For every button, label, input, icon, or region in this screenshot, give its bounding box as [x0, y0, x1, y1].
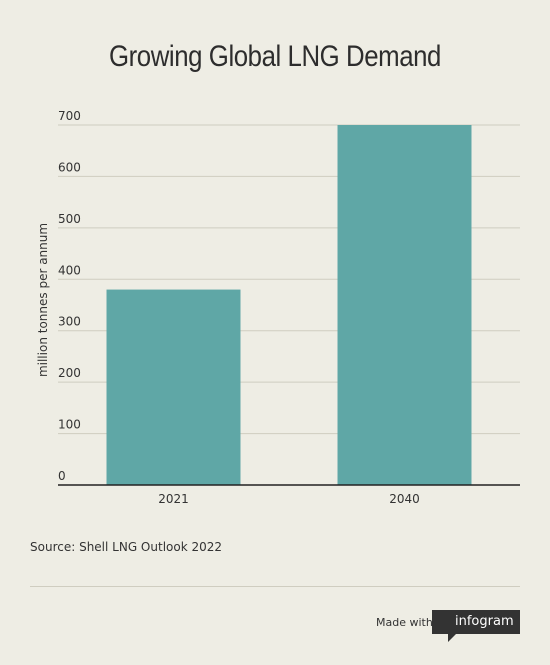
- bars: [106, 125, 472, 485]
- y-tick-label: 400: [58, 263, 81, 277]
- y-axis-label: million tonnes per annum: [36, 223, 50, 377]
- bar-2040[interactable]: [337, 125, 472, 485]
- x-tick-labels: 2021 2040: [158, 492, 420, 506]
- x-tick-label: 2021: [158, 492, 189, 506]
- bar-chart: 0 100 200 300 400 500 600 700 2021 2040 million …: [36, 109, 520, 506]
- y-tick-label: 200: [58, 366, 81, 380]
- y-tick-label: 300: [58, 315, 81, 329]
- divider: [30, 586, 520, 587]
- made-with-label: Made with: [376, 616, 433, 629]
- y-tick-label: 600: [58, 160, 81, 174]
- x-tick-label: 2040: [389, 492, 420, 506]
- y-tick-label: 700: [58, 109, 81, 123]
- y-tick-label: 0: [58, 469, 66, 483]
- bar-2021[interactable]: [106, 289, 241, 485]
- badge-shape: [432, 610, 520, 642]
- y-tick-label: 100: [58, 418, 81, 432]
- y-tick-label: 500: [58, 212, 81, 226]
- infogram-logo-text: infogram: [455, 614, 514, 629]
- source-note: Source: Shell LNG Outlook 2022: [30, 540, 223, 554]
- y-tick-labels: 0 100 200 300 400 500 600 700: [58, 109, 81, 483]
- infogram-badge[interactable]: infogram: [432, 610, 520, 642]
- chart-title: Growing Global LNG Demand: [109, 40, 441, 73]
